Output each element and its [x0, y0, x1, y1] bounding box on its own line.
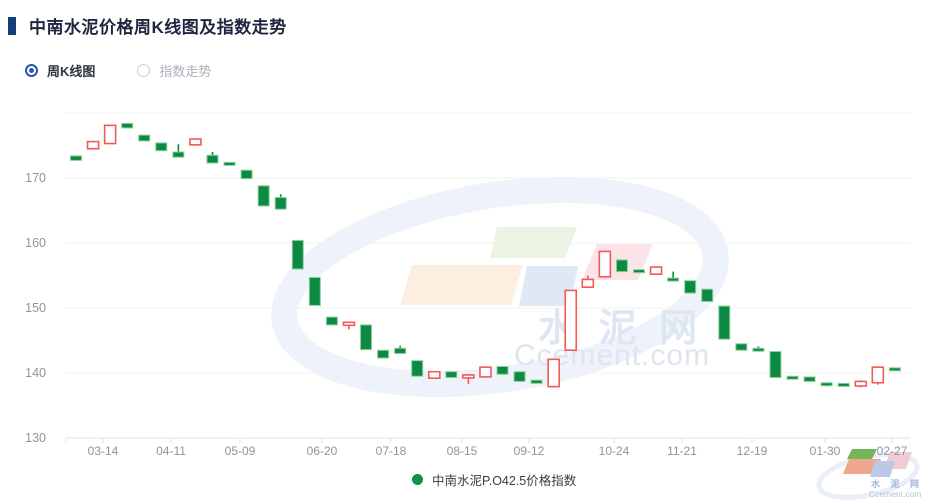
candle-layer — [70, 122, 901, 388]
candle-down — [223, 161, 236, 166]
candle-down — [70, 155, 82, 161]
candle-down — [718, 305, 731, 340]
radio-unselected-icon[interactable] — [137, 64, 151, 77]
radio-weekly-kline-label: 周K线图 — [47, 64, 96, 79]
candle-down — [206, 154, 219, 164]
radio-index-trend-label: 指数走势 — [159, 64, 212, 79]
x-axis-tick-label: 05-09 — [225, 444, 256, 458]
grid-layer — [66, 112, 910, 374]
candle-down — [888, 367, 901, 372]
candle-down — [138, 134, 151, 142]
candle-up — [598, 250, 612, 278]
corner-logo-cn-text: 水 泥 网 — [871, 478, 923, 489]
candle-down — [172, 151, 185, 158]
candle-down — [820, 382, 833, 387]
candle-down — [735, 343, 748, 351]
x-axis-tick-label: 08-15 — [447, 444, 478, 458]
y-axis-tick-label: 150 — [25, 301, 46, 315]
x-axis-tick-label: 04-11 — [156, 444, 186, 458]
candle-down — [701, 288, 714, 302]
y-axis-tick-label: 170 — [25, 171, 46, 185]
y-axis-tick-label: 160 — [25, 236, 46, 250]
candle-up — [547, 358, 560, 388]
candle-up — [581, 278, 595, 288]
candle-up — [462, 374, 475, 379]
corner-logo-pink-shape — [884, 452, 912, 469]
candle-up — [479, 366, 492, 378]
candle-up — [564, 289, 578, 352]
candle-down — [632, 269, 645, 274]
corner-logo-salmon-shape — [843, 459, 881, 474]
candle-up — [103, 124, 117, 145]
chart-type-switcher: 周K线图 指数走势 — [25, 61, 211, 80]
candle-down — [530, 379, 543, 384]
candle-down — [496, 366, 509, 375]
page-title: 中南水泥价格周K线图及指数走势 — [29, 18, 287, 37]
x-axis-tick-label: 09-12 — [514, 444, 545, 458]
x-axis-tick-label: 02-27 — [877, 444, 908, 458]
candle-down — [411, 360, 424, 377]
corner-logo: 水 泥 网 Ccement.com — [816, 449, 923, 500]
radio-index-trend[interactable]: 指数走势 — [137, 61, 211, 80]
watermark-green-shape — [490, 227, 577, 258]
page-header: 中南水泥价格周K线图及指数走势 — [8, 13, 287, 38]
candle-down — [121, 122, 134, 129]
x-axis-tick-label: 12-19 — [737, 444, 768, 458]
watermark-en-text: Ccement.com — [514, 339, 710, 372]
radio-selected-icon[interactable] — [25, 64, 38, 77]
watermark-salmon-shape — [400, 265, 523, 305]
x-axis-tick-label: 03-14 — [88, 444, 119, 458]
legend[interactable]: 中南水泥P.O42.5价格指数 — [412, 470, 576, 489]
corner-logo-en-text: Ccement.com — [869, 489, 921, 499]
candle-down — [667, 277, 680, 282]
legend-label: 中南水泥P.O42.5价格指数 — [432, 474, 577, 488]
watermark-center: 水 泥 网 Ccement.com — [271, 176, 729, 398]
watermark-blue-shape — [519, 266, 578, 306]
watermark-pink-shape — [582, 244, 653, 280]
candle-down — [155, 142, 168, 152]
candle-up — [342, 321, 356, 327]
y-axis-tick-label: 130 — [25, 431, 46, 445]
corner-logo-blue-shape — [870, 461, 895, 477]
watermark-cn-text: 水 泥 网 — [538, 308, 703, 350]
x-axis-tick-label: 11-21 — [667, 444, 697, 458]
candle-down — [257, 185, 270, 207]
candle-down — [803, 376, 816, 382]
x-axis-tick-label: 07-18 — [376, 444, 407, 458]
axis-layer: 130 140 150 160 170 03-14 04-11 05-09 06-20 07-18… — [25, 171, 910, 458]
candle-down — [308, 276, 321, 306]
x-axis-tick-label: 06-20 — [307, 444, 338, 458]
legend-marker-icon — [412, 474, 423, 485]
candle-up — [871, 366, 885, 384]
candle-down — [360, 324, 373, 351]
title-marker — [8, 16, 16, 35]
candle-down — [837, 382, 850, 387]
candle-down — [752, 347, 765, 352]
x-axis-tick-label: 01-30 — [810, 444, 841, 458]
candle-down — [684, 280, 697, 294]
candle-up — [189, 138, 202, 146]
candle-down — [786, 375, 799, 380]
candle-down — [377, 349, 390, 359]
candle-down — [513, 371, 526, 382]
radio-weekly-kline[interactable]: 周K线图 — [25, 61, 95, 80]
candle-up — [854, 380, 868, 387]
candle-down — [445, 371, 458, 379]
x-axis-tick-label: 10-24 — [599, 444, 630, 458]
candle-down — [394, 347, 407, 354]
candle-up — [649, 266, 663, 275]
candle-down — [615, 259, 628, 273]
y-axis-tick-label: 140 — [25, 366, 46, 380]
candle-up — [427, 370, 441, 380]
candle-down — [291, 239, 304, 270]
candle-up — [86, 140, 100, 150]
candle-down — [274, 197, 287, 210]
candle-down — [240, 169, 253, 180]
corner-logo-green-shape — [847, 449, 877, 459]
candle-down — [325, 316, 338, 326]
candle-down — [769, 351, 782, 379]
